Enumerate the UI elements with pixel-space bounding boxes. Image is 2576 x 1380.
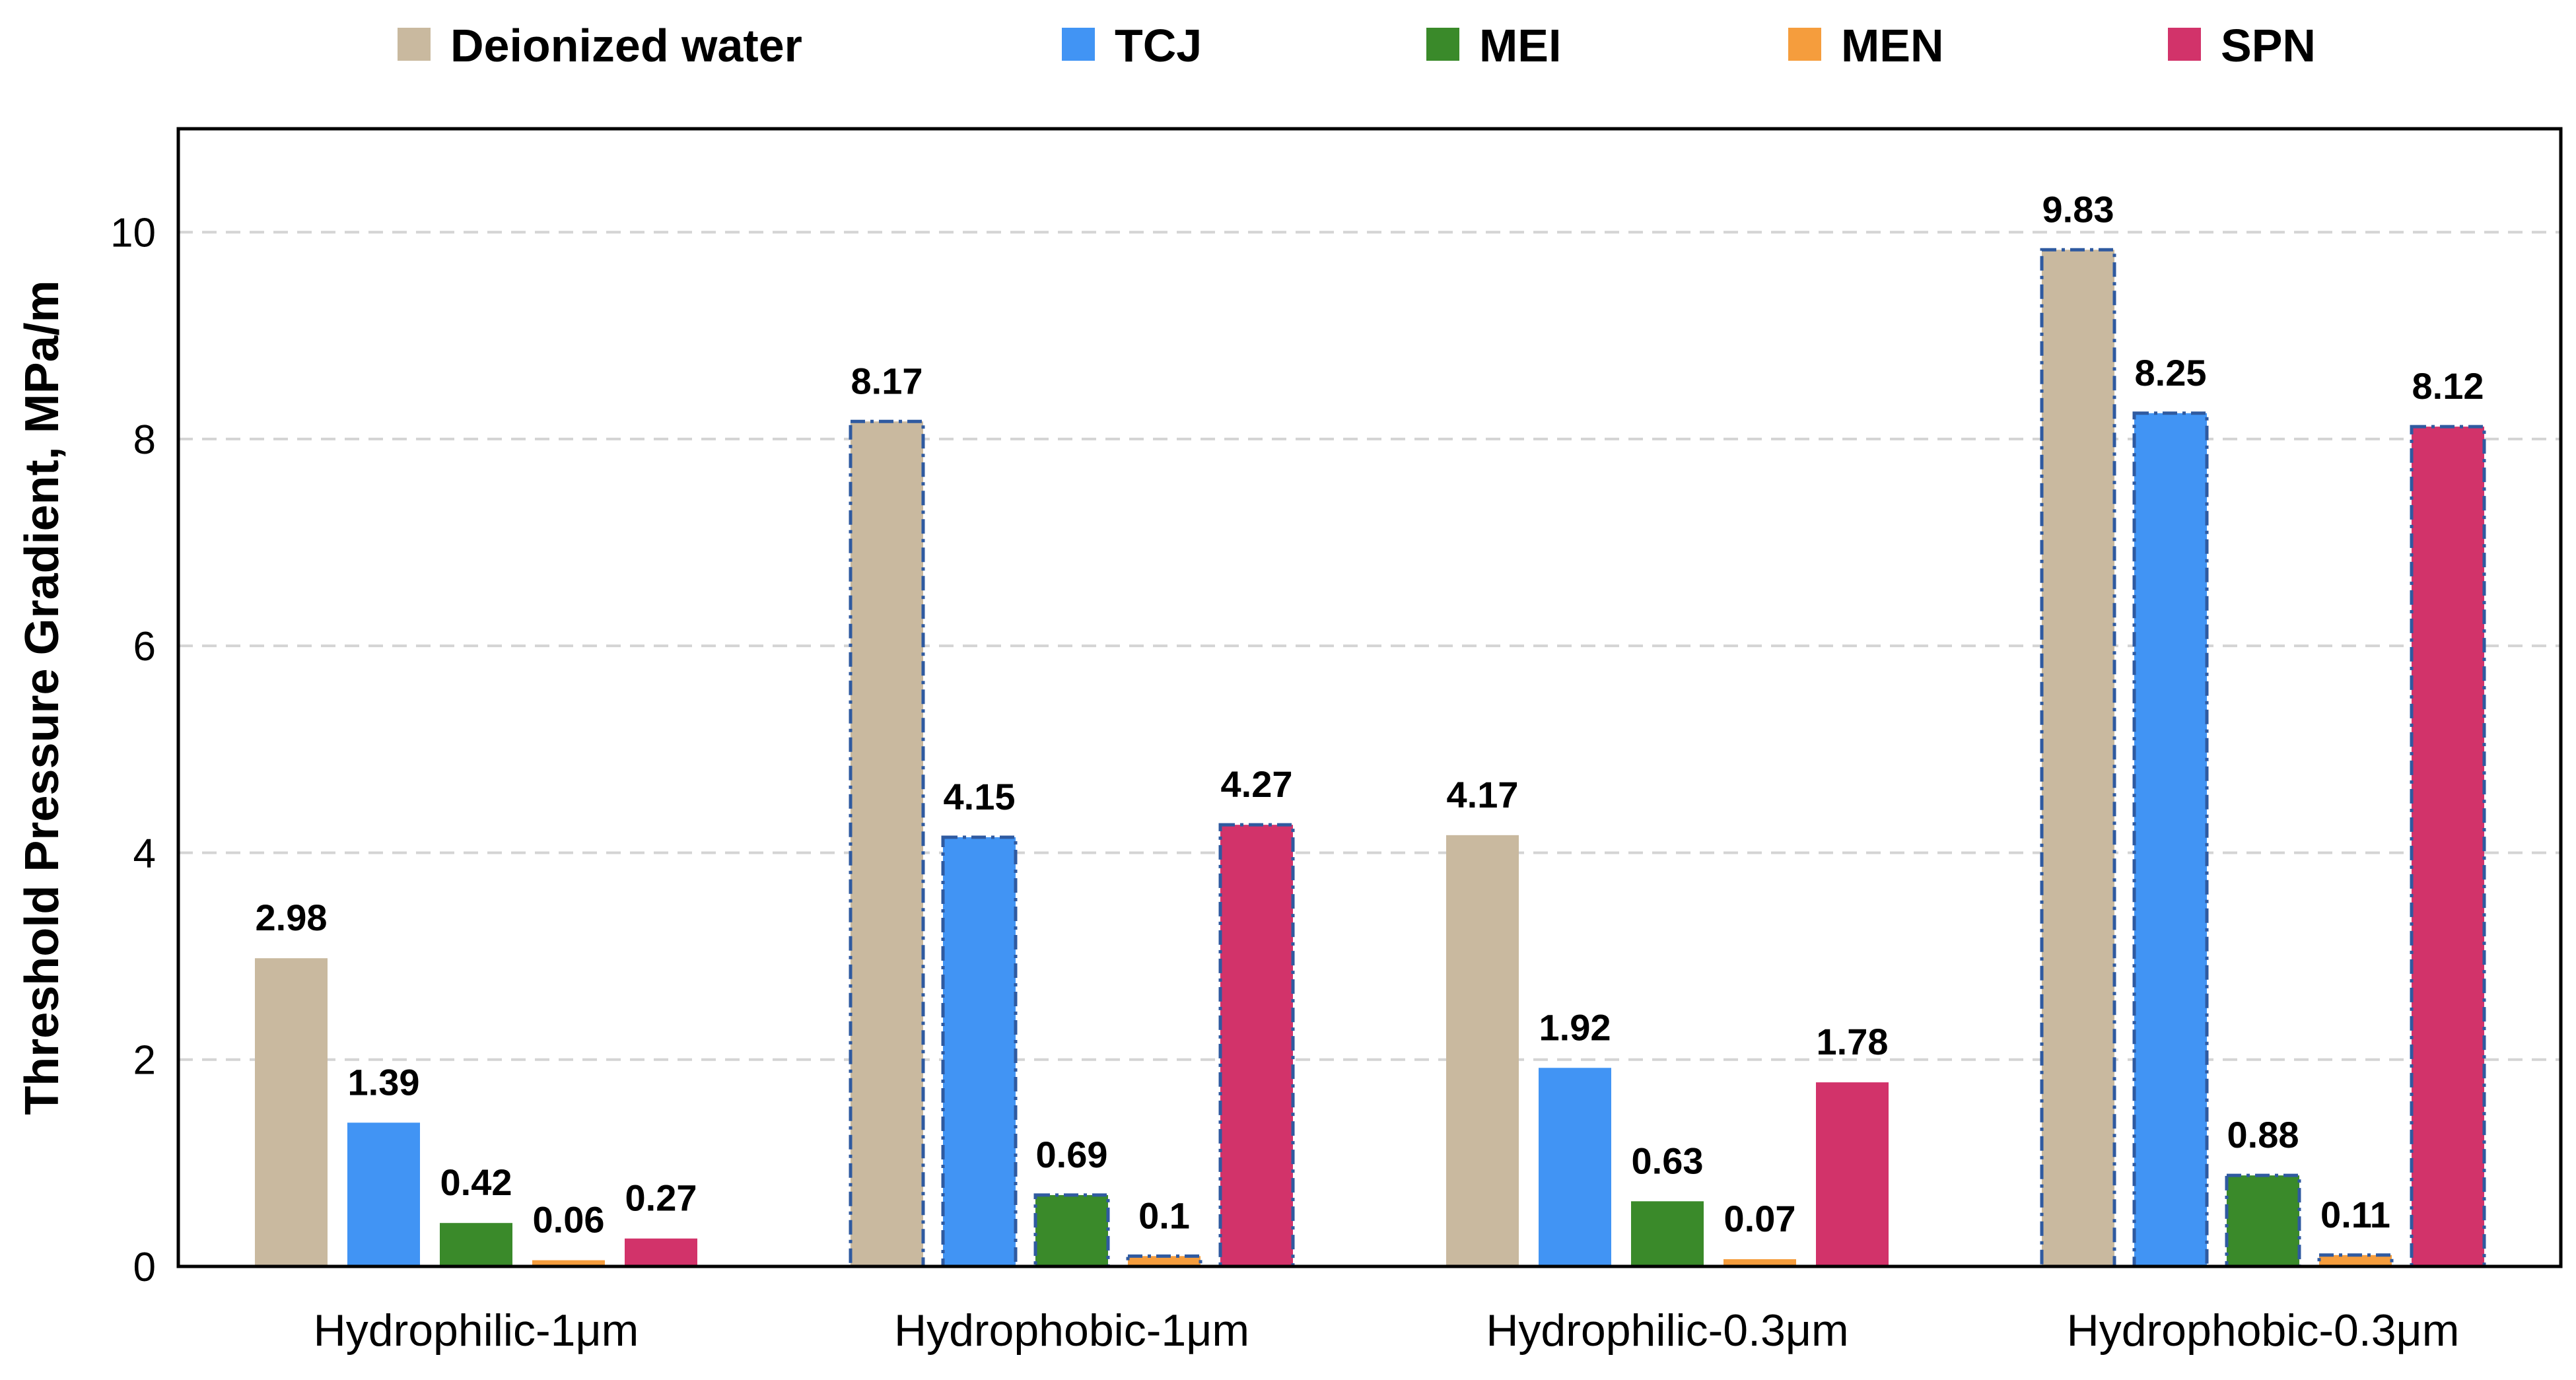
- bar-deionized-water: [2040, 248, 2116, 1268]
- bar-value-label: 0.07: [1724, 1198, 1796, 1239]
- legend-label: TCJ: [1115, 20, 1202, 71]
- bar-value-label: 0.88: [2227, 1114, 2299, 1156]
- bar-value-label: 0.42: [440, 1161, 512, 1203]
- bar-value-label: 1.39: [348, 1061, 420, 1103]
- bar-value-label: 1.92: [1539, 1006, 1611, 1048]
- bar-tcj: [2132, 411, 2209, 1268]
- bar-mei: [1631, 1201, 1704, 1266]
- bar-mei: [2225, 1173, 2301, 1268]
- bar-mei: [440, 1223, 512, 1266]
- bar-value-label: 0.63: [1632, 1140, 1704, 1181]
- legend-swatch: [2168, 28, 2201, 61]
- legend-label: MEN: [1841, 20, 1944, 71]
- x-category-label: Hydrophilic-0.3μm: [1486, 1305, 1848, 1356]
- bar-spn: [1816, 1082, 1889, 1266]
- bar-value-label: 0.06: [533, 1199, 605, 1241]
- x-category-label: Hydrophobic-0.3μm: [2067, 1305, 2460, 1356]
- bar-tcj: [1539, 1068, 1611, 1266]
- y-tick-label: 4: [133, 831, 156, 876]
- bar-value-label: 0.27: [625, 1177, 697, 1219]
- legend-label: Deionized water: [450, 20, 802, 71]
- bar-value-label: 0.69: [1036, 1134, 1108, 1175]
- legend-swatch: [1426, 28, 1459, 61]
- legend-label: MEI: [1479, 20, 1561, 71]
- bar-men: [2317, 1253, 2394, 1268]
- bar-value-label: 2.98: [256, 897, 328, 938]
- bar-men: [532, 1260, 605, 1266]
- bar-value-label: 8.17: [851, 360, 923, 401]
- bar-tcj: [347, 1122, 420, 1266]
- y-tick-label: 8: [133, 417, 156, 463]
- plot-area-frame: [176, 127, 2563, 1268]
- bar-spn: [2410, 425, 2486, 1268]
- y-tick-label: 6: [133, 624, 156, 670]
- y-tick-label: 2: [133, 1038, 156, 1084]
- legend-swatch: [398, 28, 431, 61]
- legend: Deionized water TCJ MEI MEN SPN: [398, 20, 2316, 71]
- bars: [255, 248, 2486, 1268]
- y-tick-label: 10: [110, 211, 156, 256]
- bar-value-label: 8.12: [2412, 365, 2484, 407]
- bar-deionized-water: [1446, 835, 1519, 1266]
- bar-value-label: 4.17: [1447, 774, 1519, 815]
- bar-men: [1723, 1259, 1796, 1266]
- value-labels: 2.98 1.39 0.42 0.06 0.27 8.17 4.15 0.69 0.1 4.27 4…: [256, 188, 2484, 1240]
- legend-swatch: [1788, 28, 1821, 61]
- x-axis-categories: Hydrophilic-1μm Hydrophobic-1μm Hydrophili…: [314, 1305, 2460, 1356]
- bar-value-label: 4.27: [1221, 763, 1293, 805]
- x-category-label: Hydrophobic-1μm: [894, 1305, 1249, 1356]
- legend-swatch: [1062, 28, 1095, 61]
- bar-mei: [1033, 1193, 1110, 1268]
- bar-value-label: 9.83: [2042, 188, 2114, 230]
- bar-value-label: 8.25: [2135, 352, 2207, 394]
- y-axis-ticks: 0 2 4 6 8 10: [110, 211, 156, 1290]
- bar-tcj: [941, 835, 1018, 1268]
- x-category-label: Hydrophilic-1μm: [314, 1305, 639, 1356]
- bar-spn: [625, 1238, 697, 1266]
- y-tick-label: 0: [133, 1245, 156, 1290]
- bar-value-label: 0.1: [1138, 1194, 1190, 1236]
- legend-label: SPN: [2221, 20, 2316, 71]
- bar-deionized-water: [849, 419, 925, 1268]
- bar-spn: [1218, 823, 1295, 1268]
- bar-value-label: 1.78: [1817, 1021, 1889, 1062]
- bar-deionized-water: [255, 958, 328, 1266]
- y-axis-label: Threshold Pressure Gradient, MPa/m: [16, 280, 69, 1115]
- bar-value-label: 0.11: [2320, 1194, 2390, 1235]
- bar-value-label: 4.15: [944, 776, 1016, 817]
